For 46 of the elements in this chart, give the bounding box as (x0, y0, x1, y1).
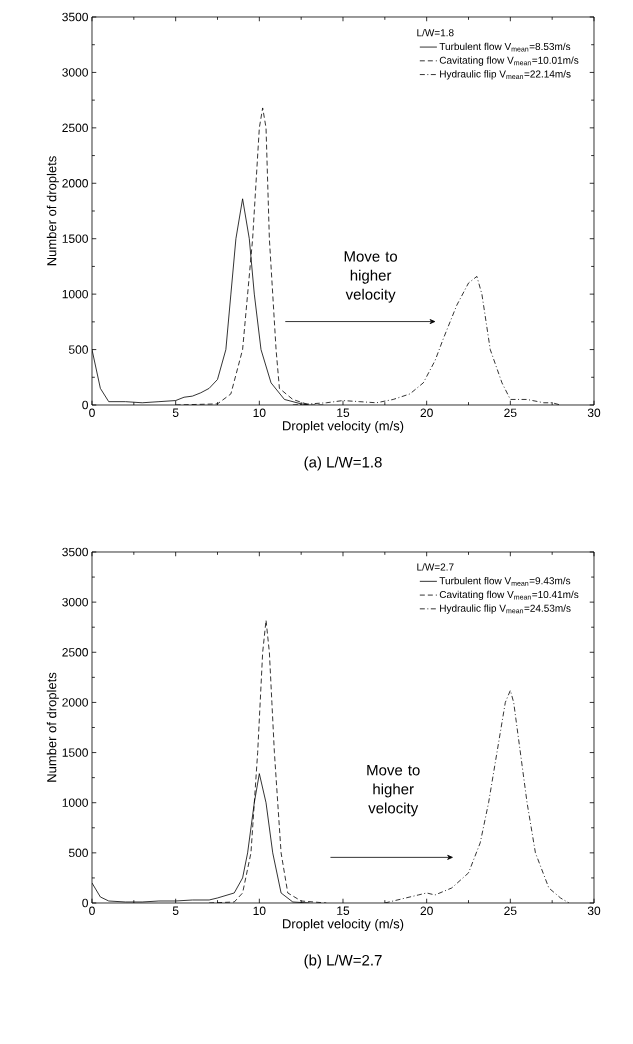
legend-label: Hydraulic flip V$_{mean}$=24.53m/s (440, 604, 571, 614)
text: (a) L/W=1.8 (304, 456, 382, 471)
legend-label: Cavitating flow V$_{mean}$=10.41m/s (439, 590, 579, 601)
y-tick-label: 2500 (62, 123, 88, 133)
y-tick-label: 1500 (62, 748, 88, 757)
y-tick-label: 2500 (62, 648, 88, 657)
y-tick-label: 500 (68, 345, 88, 354)
x-tick-label: 20 (420, 906, 433, 916)
x-axis-title: Droplet velocity (m/s) (283, 918, 404, 932)
x-tick-label: 5 (172, 408, 179, 417)
y-tick-label: 1500 (62, 234, 88, 243)
annotation: Move to higher velocity (344, 251, 398, 303)
y-tick-label: 3000 (62, 68, 88, 77)
legend-label: Turbulent flow V$_{mean}$=9.43m/s (439, 576, 571, 586)
legend-label: Turbulent flow V$_{mean}$=8.53m/s (439, 42, 571, 52)
legend-label: Hydraulic flip V$_{mean}$=22.14m/s (440, 70, 571, 80)
y-tick-label: 500 (68, 848, 88, 858)
x-tick-label: 10 (253, 906, 266, 916)
x-tick-label: 30 (587, 408, 601, 418)
y-tick-label: 2000 (62, 698, 88, 707)
y-tick-label: 0 (82, 898, 88, 908)
legend-title: L/W=2.7 (417, 563, 454, 571)
y-tick-label: 3500 (62, 12, 88, 22)
annotation: Move to higher velocity (367, 764, 420, 817)
y-tick-label: 3000 (62, 597, 88, 607)
y-tick-label: 0 (82, 400, 88, 410)
x-tick-label: 0 (89, 906, 95, 916)
legend-label: Cavitating flow V$_{mean}$=10.01m/s (439, 56, 579, 66)
x-tick-label: 10 (253, 408, 266, 418)
text: (b) L/W=2.7 (304, 954, 382, 969)
x-tick-label: 20 (420, 408, 433, 418)
x-axis-title: Droplet velocity (m/s) (283, 420, 404, 434)
x-tick-label: 25 (504, 408, 517, 418)
x-tick-label: 25 (504, 906, 517, 916)
legend-title: L/W=1.8 (417, 28, 454, 37)
x-tick-label: 30 (587, 906, 601, 916)
x-tick-label: 15 (337, 906, 350, 915)
y-axis-title: Number of droplets (46, 156, 59, 266)
x-tick-label: 5 (172, 906, 179, 915)
y-tick-label: 1000 (62, 289, 88, 299)
y-tick-label: 2000 (62, 179, 88, 188)
x-tick-label: 0 (89, 408, 95, 418)
y-tick-label: 1000 (62, 798, 88, 807)
y-tick-label: 3500 (62, 547, 88, 557)
x-tick-label: 15 (337, 408, 350, 417)
y-axis-title: Number of droplets (46, 672, 59, 782)
